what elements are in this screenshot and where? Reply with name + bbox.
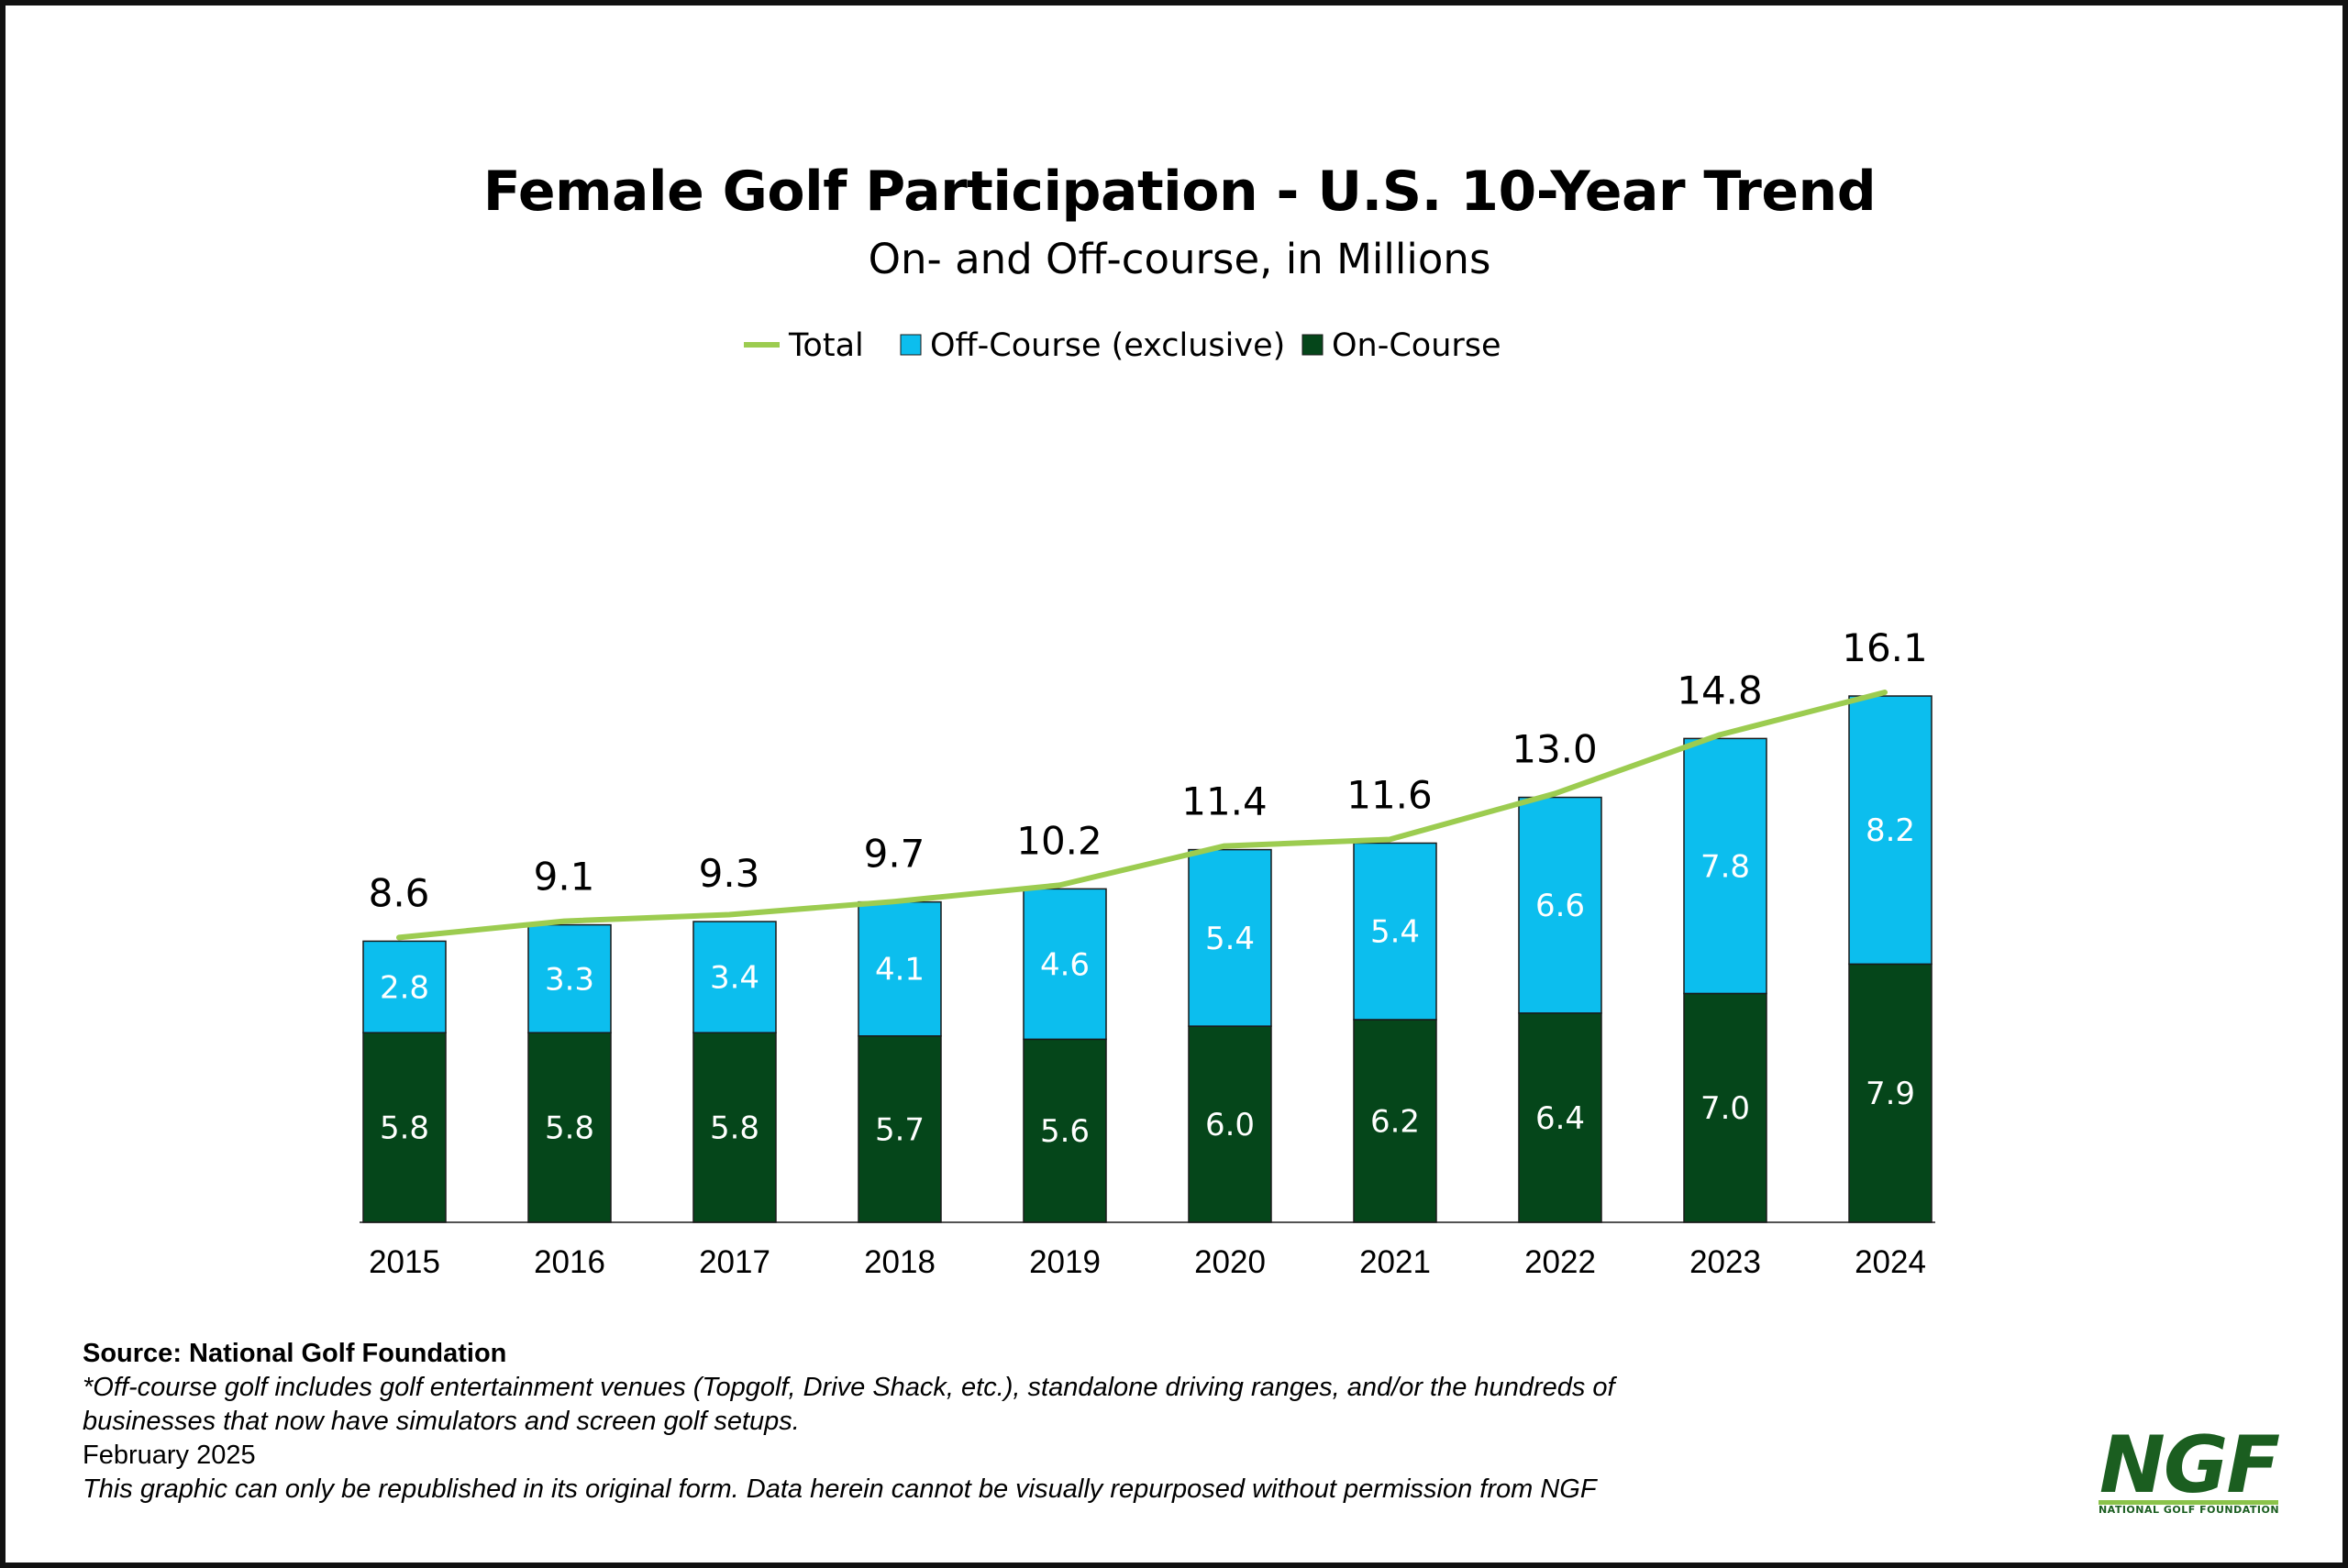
chart-subtitle: On- and Off-course, in Millions [868, 235, 1491, 283]
total-line [396, 690, 1888, 941]
label-off-course: 5.4 [1205, 921, 1255, 957]
label-off-course: 2.8 [380, 969, 429, 1006]
label-on-course: 5.7 [875, 1111, 925, 1148]
label-off-course: 4.1 [875, 952, 925, 988]
label-total: 16.1 [1842, 625, 1928, 670]
footnote-line-2: businesses that now have simulators and … [83, 1407, 800, 1436]
bar-on-course [1353, 1019, 1437, 1223]
label-off-course: 3.4 [710, 960, 759, 997]
label-on-course: 7.9 [1866, 1076, 1915, 1112]
legend-swatch-off-course [900, 334, 922, 356]
chart-title: Female Golf Participation - U.S. 10-Year… [482, 160, 1877, 224]
label-off-course: 3.3 [545, 961, 594, 998]
x-tick-label: 2023 [1689, 1244, 1761, 1280]
disclaimer-text: This graphic can only be republished in … [83, 1474, 1597, 1504]
bar-off-course [527, 923, 612, 1033]
bar-on-course [1188, 1025, 1272, 1223]
label-total: 9.7 [864, 832, 925, 877]
x-axis: 2015 2016 2017 2018 2019 2020 2021 2022 2023 2024 [360, 1221, 1935, 1280]
bar-off-course [1683, 737, 1767, 995]
label-total: 13.0 [1512, 727, 1598, 772]
bar-off-course [692, 921, 777, 1033]
label-total: 14.8 [1677, 668, 1763, 712]
label-on-course: 5.8 [710, 1110, 759, 1147]
label-on-course: 5.8 [545, 1110, 594, 1147]
label-off-course: 4.6 [1040, 946, 1090, 983]
x-tick-label: 2022 [1524, 1244, 1596, 1280]
x-tick-label: 2020 [1194, 1244, 1266, 1280]
label-total: 9.3 [699, 851, 760, 896]
x-tick-label: 2015 [369, 1244, 440, 1280]
label-off-course: 7.8 [1700, 848, 1750, 885]
ngf-logo: NGF NATIONAL GOLF FOUNDATION [2095, 1419, 2283, 1517]
total-line-group [396, 690, 1888, 941]
data-labels-group: 5.8 2.8 8.6 5.8 3.3 9.1 5.8 3.4 9.3 5.7 4.1 9.7 5.6 4… [369, 625, 1928, 1150]
x-tick-label: 2024 [1855, 1244, 1926, 1280]
x-tick-label: 2016 [534, 1244, 605, 1280]
bar-off-course [1188, 848, 1272, 1027]
label-total: 11.6 [1346, 772, 1433, 817]
bar-on-course [1683, 992, 1767, 1223]
label-on-course: 5.8 [380, 1110, 429, 1147]
source-text: Source: National Golf Foundation [83, 1339, 507, 1368]
label-off-course: 8.2 [1866, 812, 1915, 849]
bar-off-course [1518, 796, 1602, 1014]
publish-date: February 2025 [83, 1441, 256, 1470]
bar-off-course [362, 940, 447, 1033]
legend-label-on-course: On-Course [1332, 327, 1501, 364]
label-total: 9.1 [534, 855, 595, 900]
legend-swatch-on-course [1301, 334, 1324, 356]
chart-footer: Source: National Golf Foundation *Off-co… [83, 1337, 1917, 1507]
bar-on-course [858, 1035, 942, 1223]
logo-underline [2099, 1500, 2278, 1505]
chart-legend: Total Off-Course (exclusive) On-Course [744, 327, 1501, 364]
footnote-line-1: *Off-course golf includes golf entertain… [83, 1373, 1615, 1402]
x-tick-label: 2018 [864, 1244, 936, 1280]
label-on-course: 5.6 [1040, 1113, 1090, 1150]
bar-on-course [692, 1032, 777, 1223]
label-total: 10.2 [1016, 818, 1102, 863]
label-on-course: 7.0 [1700, 1090, 1750, 1127]
bar-on-course [527, 1032, 612, 1223]
label-off-course: 5.4 [1370, 914, 1420, 951]
logo-subtext: NATIONAL GOLF FOUNDATION [2098, 1504, 2280, 1516]
x-tick-label: 2019 [1029, 1244, 1101, 1280]
stacked-bar-chart: Total Off-Course (exclusive) On-Course 5.8… [360, 327, 1935, 1280]
legend-label-total: Total [788, 327, 864, 364]
label-total: 8.6 [369, 870, 430, 915]
bar-off-course [1023, 888, 1107, 1041]
x-tick-label: 2021 [1359, 1244, 1431, 1280]
label-off-course: 6.6 [1535, 888, 1585, 924]
label-total: 11.4 [1181, 779, 1268, 824]
logo-wordmark: NGF [2099, 1419, 2280, 1511]
label-on-course: 6.4 [1535, 1100, 1585, 1137]
bar-off-course [1353, 842, 1437, 1021]
bar-on-course [1518, 1012, 1602, 1223]
legend-label-off-course: Off-Course (exclusive) [930, 327, 1285, 364]
bar-on-course [1848, 963, 1933, 1223]
label-on-course: 6.0 [1205, 1107, 1255, 1143]
bar-off-course [858, 900, 942, 1037]
x-tick-label: 2017 [699, 1244, 770, 1280]
bar-off-course [1848, 695, 1933, 966]
bars-group [362, 695, 1933, 1223]
label-on-course: 6.2 [1370, 1103, 1420, 1140]
